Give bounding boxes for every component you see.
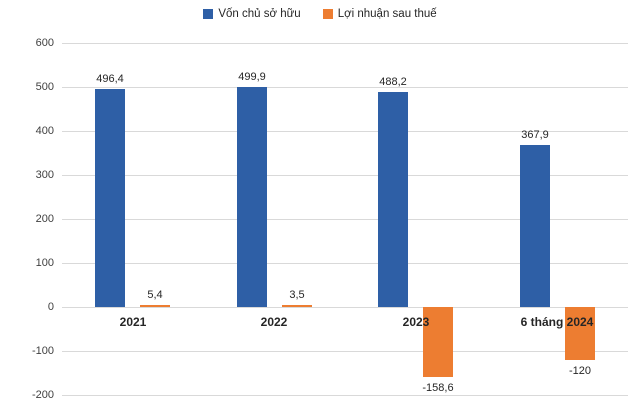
legend-item: Lợi nhuận sau thuế (322, 8, 437, 20)
bar-profit (282, 305, 312, 307)
y-tick-label: 600 (35, 37, 54, 49)
bar-profit (140, 305, 170, 307)
y-tick-label: 100 (35, 257, 54, 269)
value-label: 3,5 (289, 289, 305, 301)
gridline (62, 395, 628, 396)
value-label: -120 (568, 365, 592, 377)
gridline (62, 307, 628, 308)
value-label: 499,9 (238, 71, 266, 83)
category-label: 2023 (402, 315, 430, 329)
gridline (62, 175, 628, 176)
y-tick-label: 300 (35, 169, 54, 181)
y-tick-label: 200 (35, 213, 54, 225)
plot-area: 496,4 5,4 2021 499,9 3,5 2022 488,2 -158,6 2023 3… (62, 43, 628, 396)
bar-equity (378, 92, 408, 307)
y-tick-label: 400 (35, 125, 54, 137)
gridline (62, 351, 628, 352)
category-label: 6 tháng 2024 (520, 315, 594, 329)
gridline (62, 131, 628, 132)
legend-swatch-icon (203, 9, 214, 19)
chart-legend: Vốn chủ sở hữu Lợi nhuận sau thuế (0, 8, 640, 20)
gridline (62, 43, 628, 44)
y-tick-label: 0 (47, 301, 54, 313)
bar-profit (565, 307, 595, 360)
legend-label: Lợi nhuận sau thuế (337, 8, 437, 20)
gridline (62, 263, 628, 264)
bar-equity (520, 145, 550, 307)
y-tick-label: -100 (31, 345, 54, 357)
gridline (62, 87, 628, 88)
bar-equity (237, 87, 267, 307)
y-tick-label: 500 (35, 81, 54, 93)
value-label: -158,6 (422, 382, 454, 394)
legend-label: Vốn chủ sở hữu (218, 8, 301, 20)
category-label: 2021 (119, 315, 147, 329)
value-label: 488,2 (379, 76, 407, 88)
value-label: 5,4 (147, 289, 163, 301)
bar-profit (423, 307, 453, 377)
category-label: 2022 (260, 315, 288, 329)
y-tick-label: -200 (31, 389, 54, 401)
value-label: 496,4 (96, 73, 124, 85)
value-label: 367,9 (521, 129, 549, 141)
gridline (62, 219, 628, 220)
bar-equity (95, 89, 125, 307)
legend-item: Vốn chủ sở hữu (203, 8, 301, 20)
legend-swatch-icon (322, 9, 333, 19)
